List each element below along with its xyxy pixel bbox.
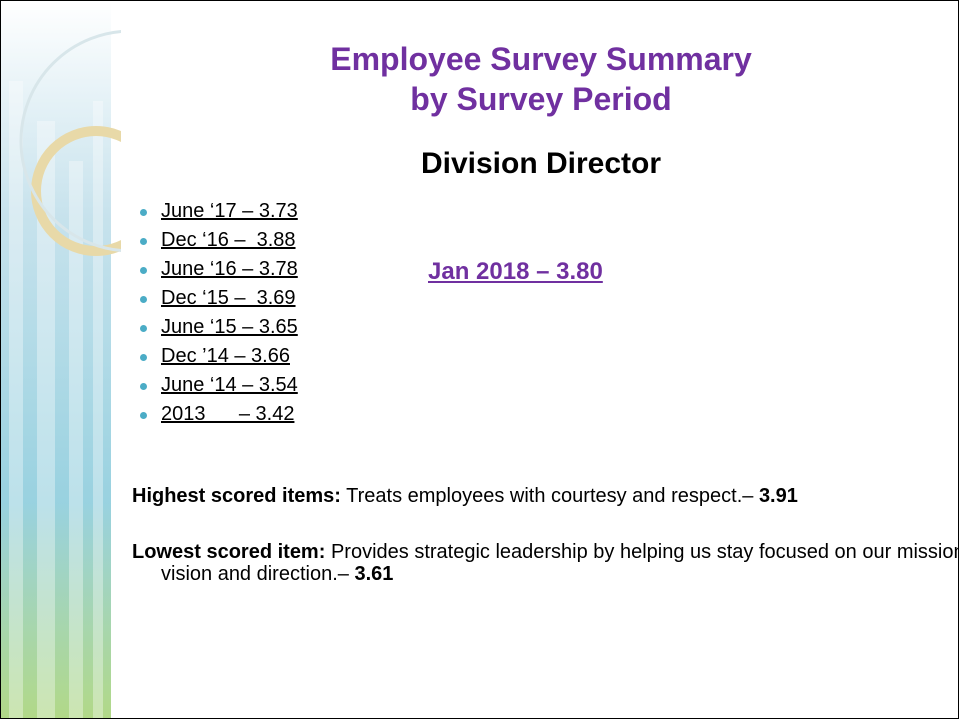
slide: Employee Survey Summary by Survey Period… [0, 0, 959, 719]
label: Lowest scored item: [132, 541, 325, 563]
history-item: June ‘14 – 3.54 [137, 371, 298, 400]
history-text: June ‘15 – 3.65 [161, 316, 298, 338]
history-text: 2013 – 3.42 [161, 403, 294, 425]
history-item: Dec ‘16 – 3.88 [137, 226, 298, 255]
history-item: Dec ’14 – 3.66 [137, 342, 298, 371]
current-score: Jan 2018 – 3.80 [428, 258, 603, 286]
history-text: Dec ’14 – 3.66 [161, 345, 290, 367]
history-item: June ‘15 – 3.65 [137, 313, 298, 342]
label: Highest scored items: [132, 485, 341, 507]
text: Treats employees with courtesy and respe… [341, 485, 759, 507]
highest-item: Highest scored items: Treats employees w… [132, 485, 959, 507]
history-text: Dec ‘15 – 3.69 [161, 287, 296, 309]
history-text: June ‘14 – 3.54 [161, 374, 298, 396]
score: 3.61 [354, 563, 393, 585]
history-text: June ‘17 – 3.73 [161, 200, 298, 222]
title: by Survey Period [121, 81, 959, 118]
history-item: June ‘16 – 3.78 [137, 255, 298, 284]
lowest-item: Lowest scored item: Provides strategic l… [132, 541, 959, 585]
score: 3.91 [759, 485, 798, 507]
history-item: June ‘17 – 3.73 [137, 197, 298, 226]
title: Employee Survey Summary [121, 41, 959, 78]
decoration [1, 1, 121, 718]
history-item: Dec ‘15 – 3.69 [137, 284, 298, 313]
subtitle: Division Director [121, 147, 959, 181]
history-item: 2013 – 3.42 [137, 400, 298, 429]
history-text: June ‘16 – 3.78 [161, 258, 298, 280]
history-text: Dec ‘16 – 3.88 [161, 229, 296, 251]
history-list: June ‘17 – 3.73 Dec ‘16 – 3.88 June ‘16 – … [137, 197, 298, 429]
